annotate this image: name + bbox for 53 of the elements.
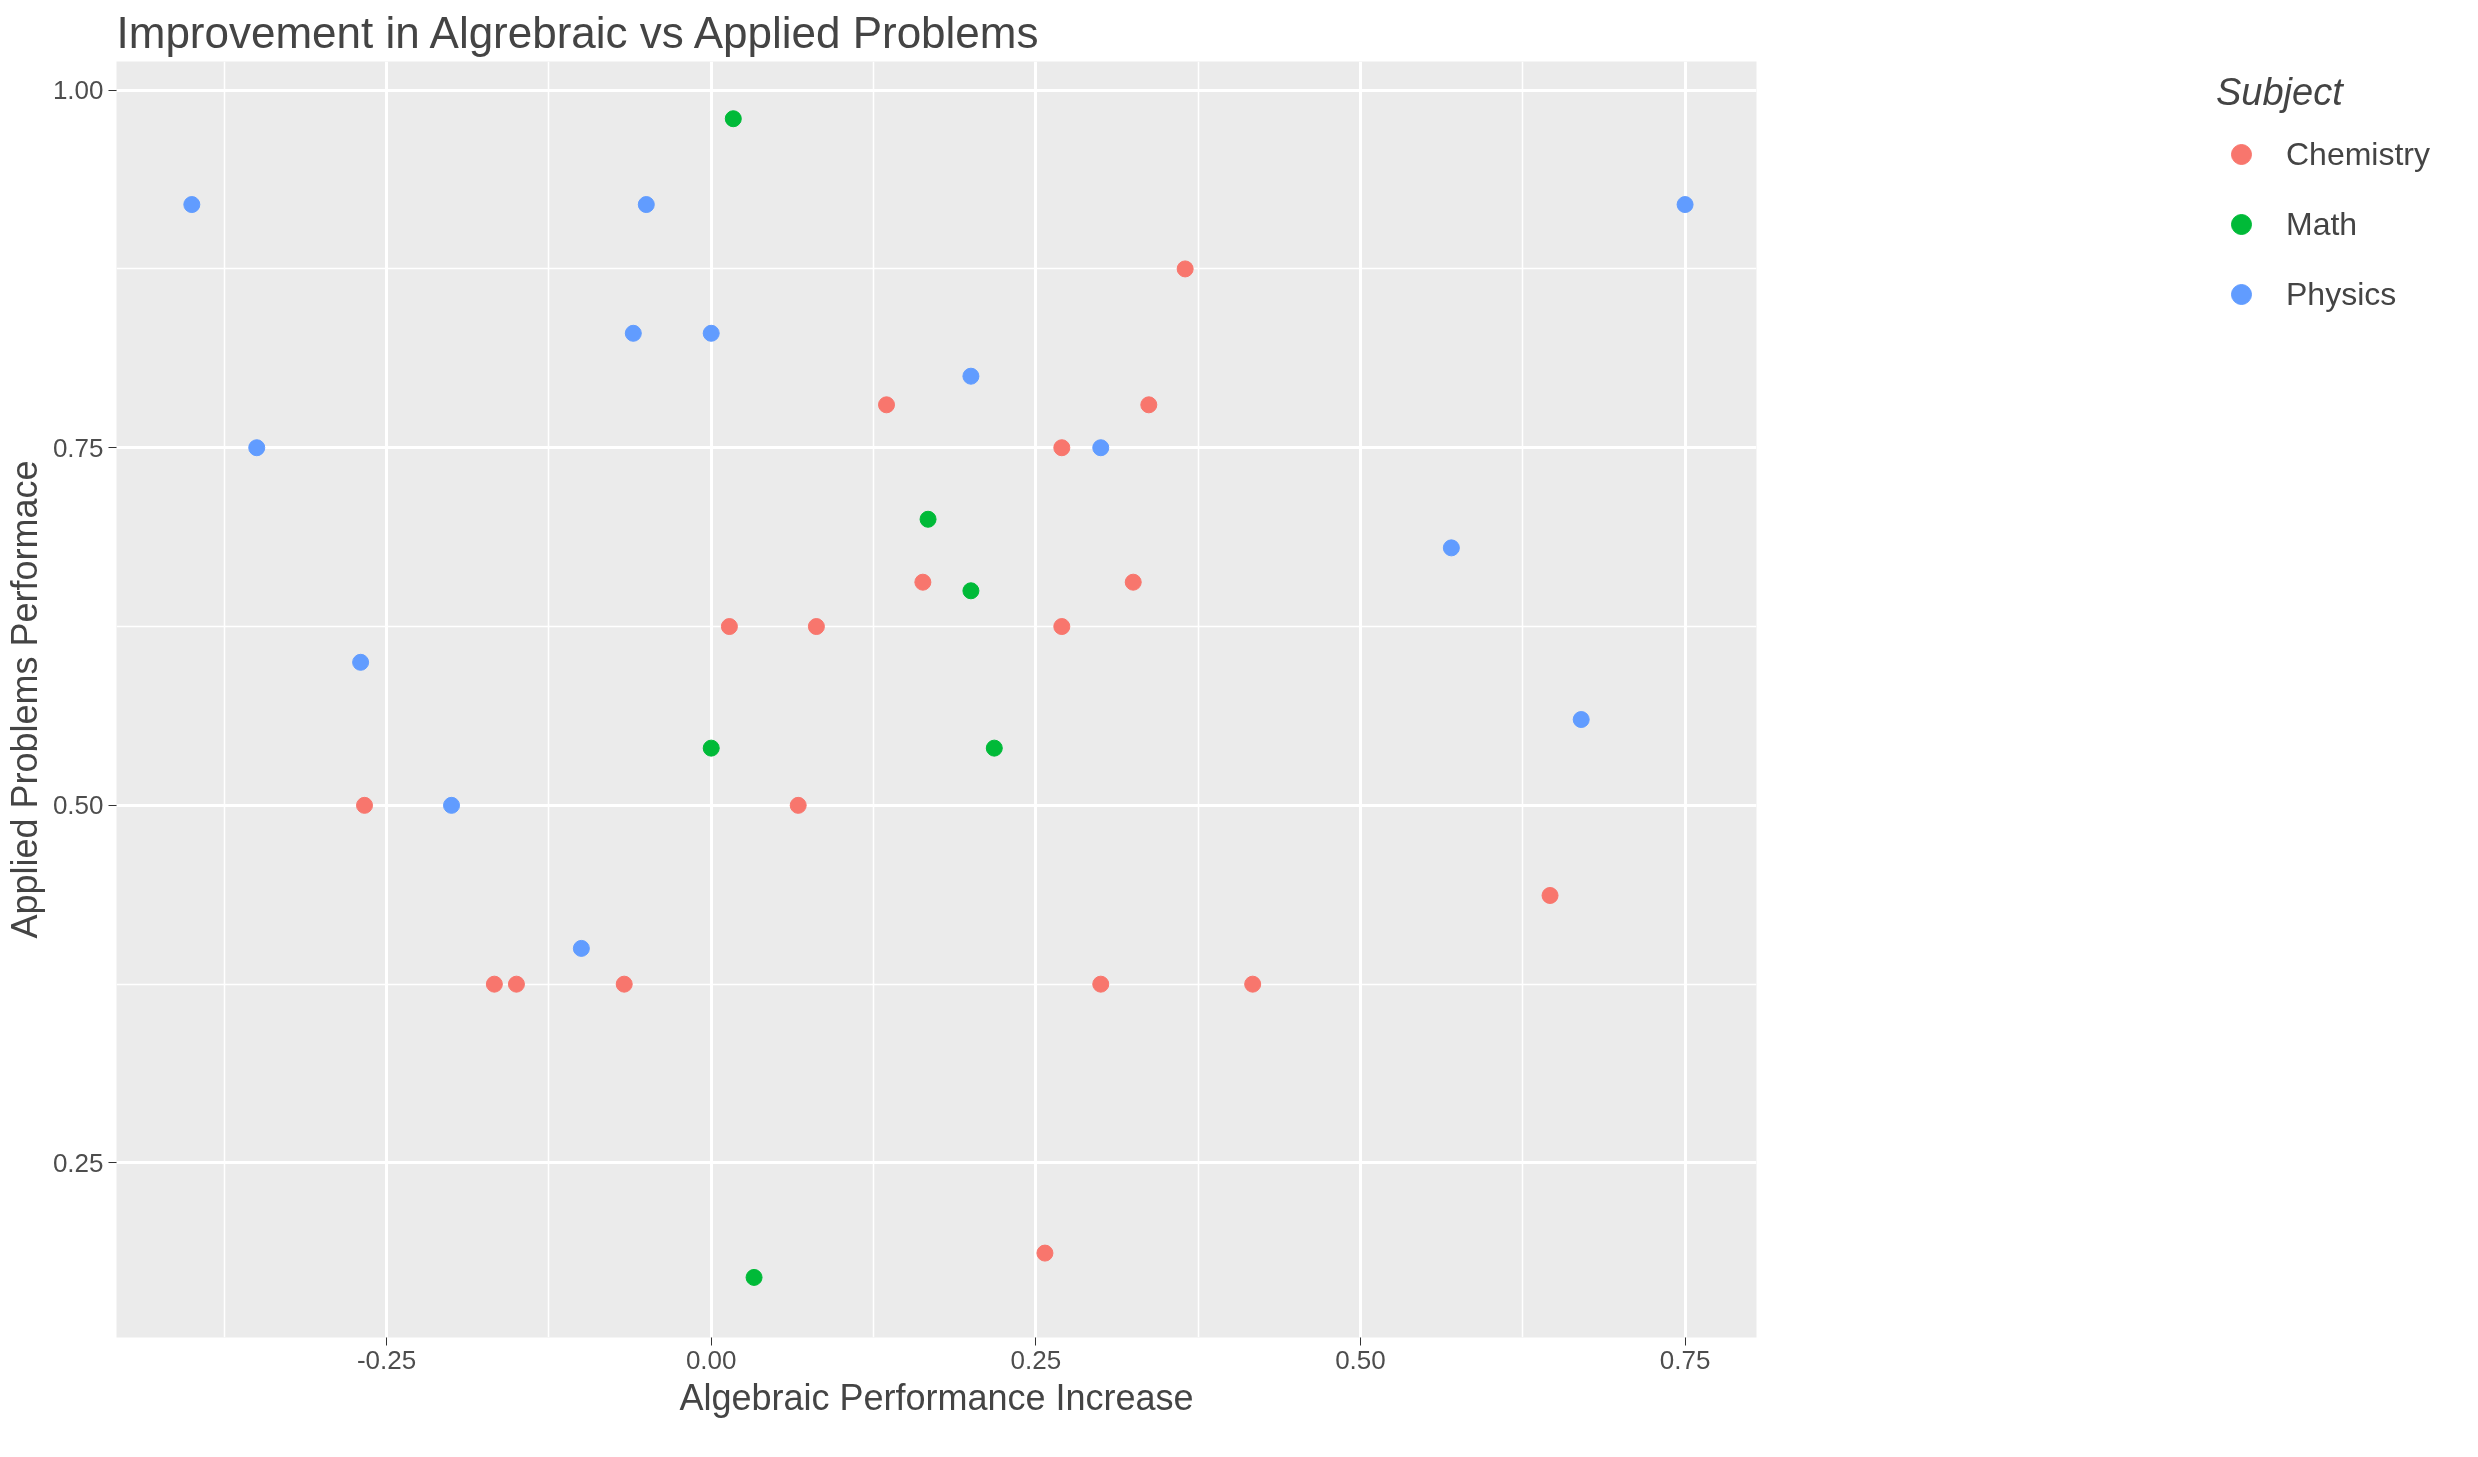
- point: [1092, 975, 1110, 993]
- point: [183, 196, 201, 214]
- point: [1244, 975, 1262, 993]
- point: [248, 439, 266, 457]
- point: [914, 573, 932, 591]
- x-tick-label: 0.50: [1335, 1344, 1386, 1375]
- x-axis-title: Algebraic Performance Increase: [679, 1376, 1194, 1418]
- point: [1140, 396, 1158, 414]
- point: [1053, 618, 1071, 636]
- point: [624, 324, 642, 342]
- x-tick-label: 0.00: [685, 1344, 737, 1375]
- point: [1676, 196, 1694, 214]
- point: [745, 1268, 763, 1286]
- point: [507, 975, 525, 993]
- point: [352, 653, 370, 671]
- y-tick-label: 0.25: [52, 1147, 104, 1178]
- point: [1442, 539, 1460, 557]
- point: [356, 796, 374, 814]
- y-tick-label: 0.50: [52, 790, 104, 821]
- point: [962, 367, 980, 385]
- y-tick-label: 0.75: [52, 432, 104, 463]
- legend-label: Physics: [2285, 275, 2397, 313]
- point: [702, 324, 720, 342]
- y-tick-label: 1.00: [52, 75, 104, 106]
- x-tick-label: -0.25: [356, 1344, 417, 1375]
- legend-title: Subject: [2215, 71, 2345, 114]
- point: [1092, 439, 1110, 457]
- point: [1541, 886, 1559, 904]
- point: [807, 618, 825, 636]
- x-tick-label: 0.25: [1010, 1344, 1062, 1375]
- point: [919, 510, 937, 528]
- point: [1053, 439, 1071, 457]
- x-tick-label: 0.75: [1659, 1344, 1711, 1375]
- point: [485, 975, 503, 993]
- point: [702, 739, 720, 757]
- y-axis-title: Applied Problems Performace: [3, 460, 45, 939]
- legend-label: Math: [2285, 205, 2358, 243]
- point: [789, 796, 807, 814]
- point: [1124, 573, 1142, 591]
- point: [962, 582, 980, 600]
- point: [443, 796, 461, 814]
- point: [1176, 260, 1194, 278]
- legend-label: Chemistry: [2285, 135, 2430, 173]
- point: [1572, 711, 1590, 729]
- point: [572, 939, 590, 957]
- point: [985, 739, 1003, 757]
- point: [637, 196, 655, 214]
- point: [1036, 1244, 1054, 1262]
- point: [724, 110, 742, 128]
- chart-title: Improvement in Algrebraic vs Applied Problems: [116, 7, 1039, 57]
- point: [720, 618, 738, 636]
- point: [615, 975, 633, 993]
- point: [878, 396, 896, 414]
